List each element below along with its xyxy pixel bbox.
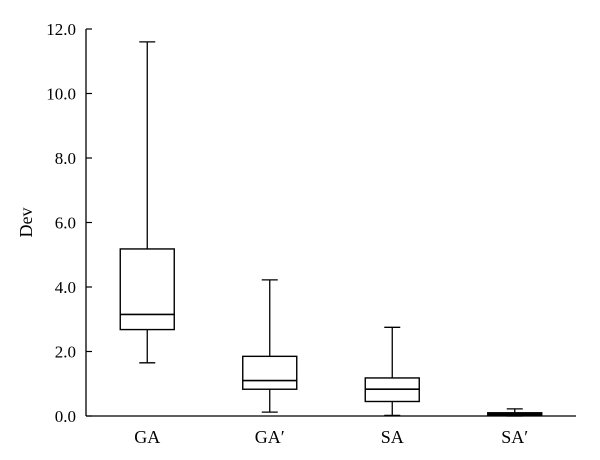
iqr-box [242,355,298,390]
x-axis: GA GA′ SA SA′ [86,415,576,447]
y-axis: 0.0 2.0 4.0 6.0 8.0 10.0 12.0 [46,20,92,426]
x-category-label: SA [381,427,404,447]
y-tick-label: 2.0 [55,343,76,362]
y-tick-label: 10.0 [46,85,76,104]
x-category-label: SA′ [501,427,528,447]
box-3 [364,326,420,417]
y-tick-label: 4.0 [55,278,76,297]
box-4 [487,408,543,417]
box-2 [242,279,298,413]
y-axis-title: Dev [16,208,36,238]
boxes-group [119,41,543,417]
iqr-box [119,248,175,331]
y-tick-label: 0.0 [55,407,76,426]
x-category-label: GA′ [255,427,285,447]
y-tick-label: 12.0 [46,20,76,39]
x-category-label: GA [134,427,160,447]
box-1 [119,41,175,364]
y-tick-label: 8.0 [55,149,76,168]
y-tick-label: 6.0 [55,214,76,233]
